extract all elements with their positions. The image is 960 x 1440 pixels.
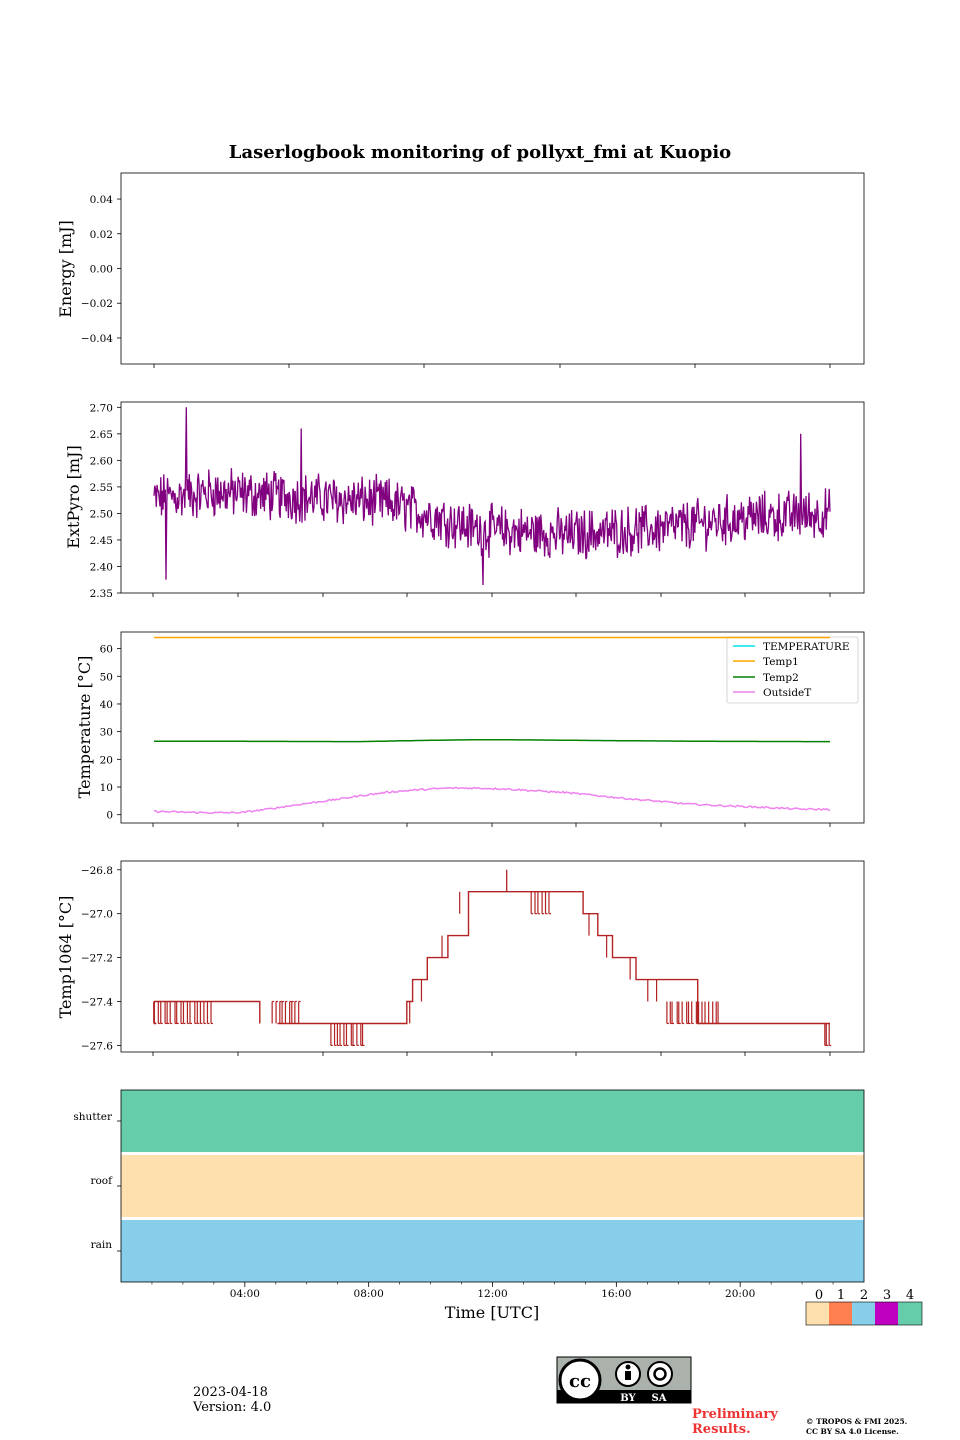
flag-row-roof bbox=[121, 1155, 864, 1217]
xtick-label: 08:00 bbox=[354, 1288, 384, 1300]
colorbar-cell-0 bbox=[806, 1302, 829, 1325]
ytick-label-extpyro: 2.70 bbox=[90, 402, 113, 414]
ytick-label-temp1064: −27.6 bbox=[81, 1040, 113, 1052]
flag-row-shutter bbox=[121, 1090, 864, 1152]
extpyro-axes-frame bbox=[120, 401, 865, 594]
colorbar-cell-1 bbox=[829, 1302, 852, 1325]
flag-label-roof: roof bbox=[90, 1175, 113, 1187]
ytick-label-extpyro: 2.60 bbox=[90, 455, 113, 467]
colorbar-cell-3 bbox=[875, 1302, 898, 1325]
temp1064-panel: Temp1064 [°C] bbox=[56, 860, 865, 1053]
temp1064-series-line bbox=[154, 1000, 261, 1024]
ytick-label-temp1064: −27.2 bbox=[81, 953, 113, 965]
cc-badge-by-text: BY bbox=[620, 1393, 636, 1404]
ytick-label-temp1064: −27.4 bbox=[81, 997, 113, 1009]
cc-badge-sa-text: SA bbox=[652, 1393, 667, 1404]
series-line-outsidet bbox=[153, 786, 831, 815]
copyright-line1: © TROPOS & FMI 2025. bbox=[806, 1417, 907, 1426]
cc-logo-text: cc bbox=[569, 1371, 591, 1392]
chart-title: Laserlogbook monitoring of pollyxt_fmi a… bbox=[229, 142, 731, 163]
ytick-label-energy: 0.00 bbox=[90, 264, 113, 276]
colorbar-cell-2 bbox=[852, 1302, 875, 1325]
xtick-label: 20:00 bbox=[725, 1288, 755, 1300]
colorbar-label-0: 0 bbox=[815, 1288, 823, 1303]
ytick-label-temperature: 60 bbox=[100, 644, 113, 656]
ytick-label-extpyro: 2.45 bbox=[90, 535, 113, 547]
extpyro-panel: ExtPyro [mJ] bbox=[64, 401, 865, 594]
temperature-panel: Temperature [°C] bbox=[75, 631, 865, 824]
ytick-label-energy: −0.04 bbox=[81, 333, 113, 345]
footer-date: 2023-04-18 bbox=[193, 1385, 268, 1400]
ytick-label-energy: 0.02 bbox=[90, 229, 113, 241]
ytick-label-extpyro: 2.40 bbox=[90, 561, 113, 573]
xtick-label: 16:00 bbox=[601, 1288, 631, 1300]
ytick-label-extpyro: 2.55 bbox=[90, 482, 113, 494]
flag-label-rain: rain bbox=[91, 1239, 113, 1251]
energy-ylabel: Energy [mJ] bbox=[56, 220, 75, 318]
extpyro-ylabel: ExtPyro [mJ] bbox=[64, 445, 83, 548]
legend-label-temp2: Temp2 bbox=[763, 672, 799, 684]
ytick-label-temperature: 0 bbox=[106, 810, 113, 822]
ytick-label-extpyro: 2.65 bbox=[90, 429, 113, 441]
xtick-label: 12:00 bbox=[477, 1288, 507, 1300]
temp1064-ylabel: Temp1064 [°C] bbox=[56, 896, 75, 1019]
ytick-label-extpyro: 2.50 bbox=[90, 508, 113, 520]
ytick-label-energy: 0.04 bbox=[90, 194, 114, 206]
legend-label-temperature: TEMPERATURE bbox=[763, 641, 850, 653]
preliminary-line2: Results. bbox=[692, 1422, 751, 1437]
by-icon-head bbox=[625, 1364, 631, 1370]
colorbar-label-3: 3 bbox=[883, 1288, 891, 1303]
temp1064-series-line bbox=[277, 891, 830, 1025]
energy-panel: Energy [mJ] bbox=[56, 172, 865, 365]
ytick-label-energy: −0.02 bbox=[81, 298, 113, 310]
colorbar-label-2: 2 bbox=[860, 1288, 868, 1303]
colorbar-label-4: 4 bbox=[906, 1288, 914, 1303]
energy-axes-frame bbox=[120, 172, 865, 365]
xtick-label: 04:00 bbox=[230, 1288, 260, 1300]
copyright-line2: CC BY SA 4.0 License. bbox=[806, 1427, 899, 1436]
temperature-legend: TEMPERATURE Temp1 Temp2 OutsideT bbox=[726, 636, 859, 704]
sa-icon-arc bbox=[653, 1367, 667, 1381]
ytick-label-temperature: 20 bbox=[100, 754, 113, 766]
ytick-label-temperature: 40 bbox=[100, 699, 113, 711]
ytick-label-temp1064: −26.8 bbox=[81, 865, 113, 877]
flag-row-rain bbox=[121, 1220, 864, 1282]
colorbar-label-1: 1 bbox=[837, 1288, 845, 1303]
legend-label-temp1: Temp1 bbox=[763, 656, 799, 668]
flag-colorbar: 0 1 2 3 4 bbox=[805, 1288, 923, 1326]
extpyro-series-line bbox=[153, 407, 831, 586]
sa-sharealike-icon bbox=[647, 1361, 673, 1387]
series-line-temp2 bbox=[154, 738, 830, 743]
ytick-label-temp1064: −27.0 bbox=[81, 909, 113, 921]
cc-license-badge: cc BY SA bbox=[556, 1356, 692, 1404]
cc-logo-outer bbox=[558, 1358, 602, 1402]
by-icon-body bbox=[625, 1371, 631, 1380]
footer-version: Version: 4.0 bbox=[192, 1400, 271, 1415]
status-flags-panel: shutter roof rain Time [UTC] bbox=[73, 1089, 865, 1322]
preliminary-line1: Preliminary bbox=[692, 1407, 778, 1422]
ytick-label-temperature: 50 bbox=[100, 671, 113, 683]
legend-label-outsideT: OutsideT bbox=[763, 687, 811, 699]
ytick-label-temperature: 30 bbox=[100, 727, 113, 739]
temperature-ylabel: Temperature [°C] bbox=[75, 656, 94, 799]
temp1064-axes-frame bbox=[120, 860, 865, 1053]
flag-label-shutter: shutter bbox=[73, 1111, 113, 1123]
x-axis-label: Time [UTC] bbox=[445, 1303, 539, 1322]
colorbar-cell-4 bbox=[898, 1302, 922, 1325]
ytick-label-temperature: 10 bbox=[100, 782, 113, 794]
temperature-axes-frame bbox=[120, 631, 865, 824]
chart-marks: 0.04 0.02 0.00 −0.02 −0.04 2.70 2.65 2.60 2.55 2.… bbox=[81, 194, 834, 1300]
ytick-label-extpyro: 2.35 bbox=[90, 588, 113, 600]
colorbar-frame bbox=[805, 1301, 923, 1326]
